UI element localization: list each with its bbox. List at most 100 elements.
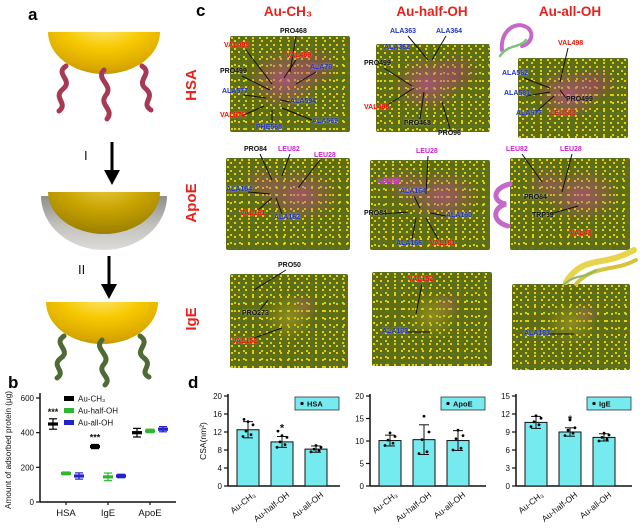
- leader-lines: [406, 283, 430, 333]
- scatter-point: [285, 436, 289, 439]
- lipid-membrane-snapshot: [226, 158, 350, 250]
- x-tick-label: Au-all-OH: [290, 490, 326, 521]
- leader-lines: [521, 153, 579, 215]
- residue-label: ALA569: [312, 118, 339, 125]
- residue-label: ALA183: [524, 330, 551, 337]
- residue-label: ALA364: [436, 28, 463, 35]
- legend-marker: [300, 401, 304, 406]
- significance-stars: ***: [90, 432, 101, 442]
- x-tick-label: Au-all-OH: [432, 490, 468, 521]
- row-label-ige: IgE: [183, 307, 200, 331]
- leader-lines: [241, 35, 317, 123]
- scatter-point: [314, 444, 318, 447]
- leader-lines: [247, 153, 321, 215]
- data-point-Au-all-OH: [158, 427, 168, 431]
- column-header-au-half-oh: Au-half-OH: [396, 4, 468, 19]
- scatter-point: [534, 414, 538, 418]
- y-tick-label: 0: [360, 482, 365, 491]
- row-label-apoe: ApoE: [183, 183, 200, 223]
- y-tick-label: 400: [21, 429, 35, 438]
- lipid-membrane-snapshot: [230, 36, 350, 132]
- significance-star: *: [280, 423, 285, 435]
- leader-lines: [381, 155, 447, 240]
- residue-label: PRO468: [280, 28, 307, 35]
- green-polymer-chains: [54, 333, 152, 388]
- scatter-point: [568, 418, 572, 422]
- md-snapshot-cell-hsa-au-all-oh: VAL498 ALA582 ALA581 ALA577 PRO499 LEU583: [498, 23, 638, 140]
- legend-box: [586, 396, 632, 411]
- scatter-point: [242, 418, 246, 421]
- legend-marker: [446, 401, 450, 406]
- down-arrow-1: [103, 142, 120, 185]
- y-tick-label: 200: [21, 463, 35, 472]
- scatter-point: [383, 444, 387, 447]
- scatter-point: [566, 428, 570, 432]
- lipid-membrane-snapshot: [510, 158, 630, 250]
- scatter-point: [605, 437, 609, 441]
- y-tick-label: 12: [213, 428, 222, 437]
- protein-ribbon-decoration: [498, 16, 548, 65]
- residue-label: TRP39: [532, 212, 554, 219]
- y-tick-label: 20: [355, 392, 364, 401]
- significance-stars: ***: [48, 407, 59, 417]
- y-tick-label: 0: [506, 482, 511, 491]
- y-tick-label: 15: [501, 392, 510, 401]
- data-point-Au-CH₃: [48, 422, 58, 426]
- bar-Au-CH₃: [524, 421, 548, 487]
- step-label-2: II: [78, 262, 86, 277]
- y-axis-title: Amount of adsorbed protein (μg): [4, 391, 13, 509]
- residue-label: PRO499: [220, 68, 247, 75]
- y-tick-label: 10: [355, 437, 364, 446]
- md-snapshot-cell-hsa-au-ch3: PRO468 VAL498 VAL469 ALA78 PRO499 ALA577 ALA59…: [220, 28, 356, 140]
- residue-label: ALA164: [400, 188, 427, 195]
- md-snapshot-grid: PRO468 VAL498 VAL469 ALA78 PRO499 ALA577 ALA59…: [218, 23, 640, 378]
- residue-label: LEU82: [378, 178, 400, 185]
- x-tick-label: IgE: [101, 508, 115, 519]
- scatter-point: [246, 420, 250, 424]
- bar-Au-half-OH: [558, 431, 582, 487]
- residue-label: VAL576: [220, 112, 246, 119]
- lipid-membrane-snapshot: [518, 58, 628, 138]
- scatter-point: [456, 428, 460, 432]
- x-tick-label: Au-half-OH: [252, 490, 292, 524]
- residue-label: ALA160: [446, 212, 473, 219]
- scatter-point: [276, 429, 280, 433]
- residue-label: VAL469: [286, 52, 312, 59]
- residue-label: LEU82: [278, 146, 300, 153]
- legend-box: [294, 396, 340, 411]
- legend-label: HSA: [307, 400, 323, 409]
- residue-label: PHE568: [256, 124, 283, 131]
- residue-label: ALA162: [274, 214, 301, 221]
- data-point-Au-half-OH: [145, 429, 155, 433]
- legend-label: Au-CH₃: [78, 395, 105, 404]
- y-tick-label: 12: [501, 410, 510, 419]
- md-snapshot-cell-apoe-au-half-oh: LEU28 LEU82 ALA164 PRO84 ALA160 ALA166 VAL161: [364, 146, 500, 258]
- scatter-point: [563, 434, 567, 437]
- x-tick-label: Au-CH₃: [516, 490, 545, 516]
- x-tick-label: Au-half-OH: [394, 490, 434, 524]
- residue-label: PRO499: [364, 60, 391, 67]
- scatter-point: [602, 431, 606, 435]
- md-snapshot-cell-apoe-au-ch3: PRO84 LEU82 LEU28 ALA164 VAL161 ALA162: [220, 146, 356, 258]
- residue-label: LEU82: [506, 146, 528, 153]
- x-tick-label: HSA: [56, 508, 76, 519]
- bar-Au-half-OH: [270, 441, 294, 487]
- lipid-membrane-snapshot: [230, 274, 348, 368]
- y-tick-label: 20: [213, 392, 222, 401]
- scatter-point: [532, 420, 536, 424]
- scatter-point: [391, 441, 395, 445]
- red-polymer-chains: [56, 63, 154, 122]
- x-tick-label: Au-half-OH: [540, 490, 580, 524]
- residue-label: VAL498: [364, 104, 390, 111]
- nanoparticle-with-green-ligands: [46, 302, 158, 388]
- process-step-1: I: [84, 140, 130, 186]
- residue-label: PRO273: [242, 310, 269, 317]
- leader-lines: [548, 333, 574, 335]
- y-tick-label: 3: [506, 464, 511, 473]
- leader-lines: [383, 35, 451, 130]
- scatter-point: [388, 431, 392, 435]
- residue-label: LEU583: [550, 110, 576, 117]
- residue-label: ALA362: [384, 44, 411, 51]
